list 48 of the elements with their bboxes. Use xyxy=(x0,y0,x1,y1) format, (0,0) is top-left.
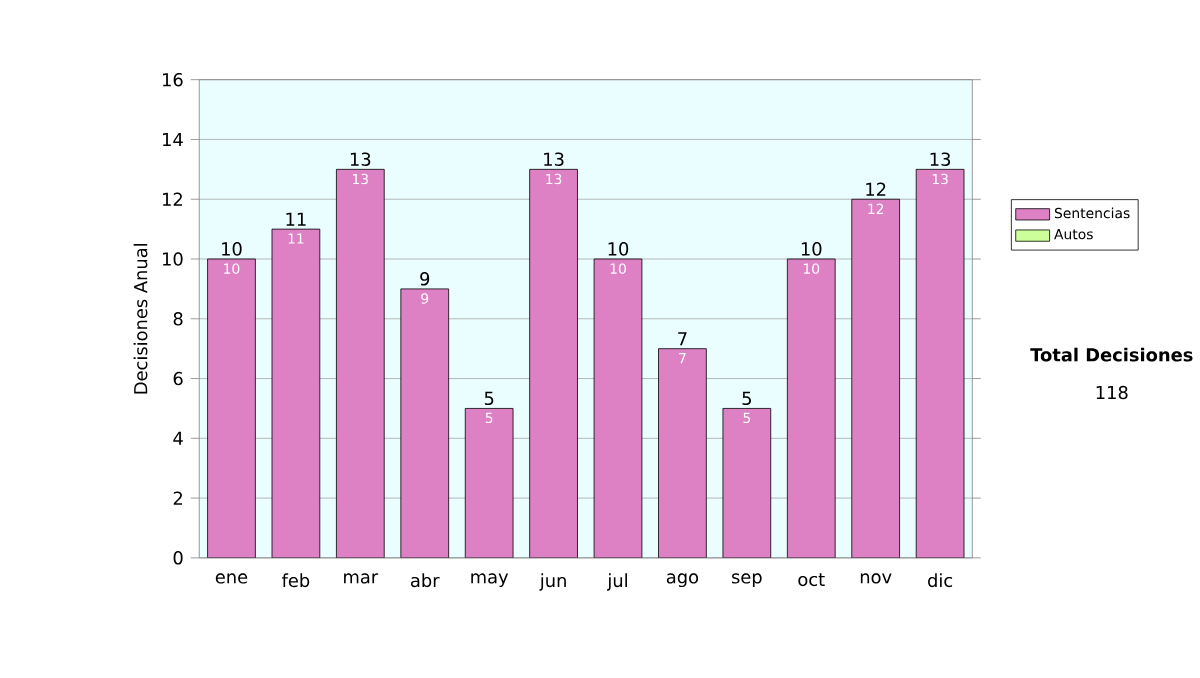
bar xyxy=(207,259,256,559)
bar xyxy=(722,408,771,559)
total-label: 13 xyxy=(350,152,371,167)
bar xyxy=(915,169,965,559)
x-tick-label: oct xyxy=(798,573,825,587)
x-tick-label: abr xyxy=(410,573,440,588)
total-label: 13 xyxy=(544,152,564,167)
text: Total Decisiones xyxy=(1030,348,1193,362)
x-tick-label: nov xyxy=(860,573,892,584)
x-tick-label: ene xyxy=(215,573,248,584)
total-label: 9 xyxy=(420,272,430,286)
y-tick-label: 12 xyxy=(163,192,182,207)
y-tick-label: 0 xyxy=(173,551,183,565)
bar xyxy=(271,229,320,559)
bar xyxy=(594,259,642,559)
total-label: 7 xyxy=(678,332,687,346)
y-tick-label: 16 xyxy=(163,73,183,87)
bar xyxy=(529,169,578,559)
y-axis-title: Decisiones Anual xyxy=(133,244,148,394)
text: 118 xyxy=(1096,386,1128,400)
x-tick-label: ago xyxy=(666,573,699,588)
total-label: 5 xyxy=(742,392,751,406)
total-label: 5 xyxy=(484,392,494,406)
x-tick-label: may xyxy=(471,573,509,588)
x-tick-label: jun xyxy=(539,573,566,591)
y-tick-label: 2 xyxy=(173,491,182,505)
bar xyxy=(336,169,385,559)
x-tick-label: jul xyxy=(607,573,627,591)
total-label: 10 xyxy=(801,242,822,256)
bar xyxy=(465,408,514,559)
total-label: 12 xyxy=(866,182,886,197)
y-tick-label: 8 xyxy=(173,312,183,326)
bar xyxy=(400,289,449,559)
bar xyxy=(658,348,707,559)
bar xyxy=(851,199,900,559)
y-tick-label: 14 xyxy=(163,133,183,147)
bar xyxy=(787,259,836,559)
x-tick-label: feb xyxy=(281,573,310,588)
y-tick-label: 6 xyxy=(173,372,183,386)
total-label: 11 xyxy=(286,213,306,227)
x-tick-label: dic xyxy=(928,573,953,588)
total-label: 13 xyxy=(930,152,951,167)
y-tick-label: 10 xyxy=(163,252,183,267)
x-tick-label: sep xyxy=(731,573,762,588)
x-tick-label: mar xyxy=(344,573,379,584)
y-tick-label: 4 xyxy=(173,432,183,446)
total-label: 10 xyxy=(222,242,242,256)
total-label: 10 xyxy=(608,242,629,256)
